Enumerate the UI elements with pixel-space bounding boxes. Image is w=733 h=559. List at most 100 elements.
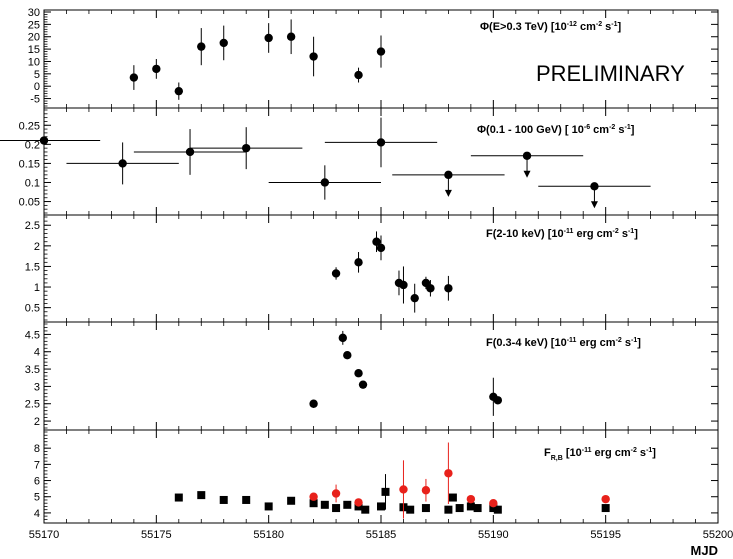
- y-tick-label: 15: [28, 44, 40, 56]
- series-1: [331, 231, 453, 313]
- panel-3: 0.5 1 1.5 2 2.5 F(2-10 keV) [10-11 erg cm-2 s…: [25, 214, 719, 323]
- data-point: [219, 38, 228, 48]
- series-2: [309, 442, 610, 519]
- panel-4: 2 2.5 3 3.5 4 4.5 F(0.3-4 keV) [10-11 erg cm-2…: [25, 321, 719, 431]
- y-tick-label: 3: [34, 381, 40, 393]
- panel-label-part: erg cm: [576, 337, 615, 349]
- data-point: [39, 136, 49, 145]
- panel-label-part: erg cm: [573, 228, 612, 240]
- x-tick-label: 55175: [141, 529, 172, 541]
- data-point-square: [332, 504, 341, 513]
- series-1: [174, 474, 610, 514]
- panel-label-part: -2: [616, 337, 622, 344]
- panel-label: F(2-10 keV) [10-11 erg cm-2 s-1]: [486, 228, 638, 240]
- data-point-square: [361, 505, 370, 514]
- panel-label-part: s: [637, 447, 646, 459]
- y-tick-label: 1: [34, 282, 40, 294]
- data-point: [197, 42, 206, 51]
- data-point: [466, 494, 476, 504]
- data-point: [354, 258, 363, 267]
- x-tick-label: 55195: [590, 529, 621, 541]
- y-tick-label: 6: [34, 476, 40, 488]
- y-tick-label: 0.05: [19, 197, 40, 209]
- data-point: [354, 70, 363, 80]
- data-point-square: [406, 505, 415, 514]
- data-point: [376, 243, 386, 253]
- y-tick-label: 4: [34, 347, 40, 359]
- y-tick-label: 0.1: [25, 177, 40, 189]
- panel-label-part: F: [544, 447, 551, 459]
- x-ticks: [43, 430, 719, 523]
- panel-label-part: -2: [631, 447, 637, 454]
- panel-label-part: -2: [609, 124, 615, 131]
- panel-label-part: -1: [611, 21, 617, 28]
- data-point: [444, 170, 453, 180]
- panel-label-part: -6: [584, 124, 590, 131]
- y-tick-label: 2.5: [25, 399, 40, 411]
- data-point: [522, 151, 532, 160]
- data-point: [444, 469, 453, 478]
- panel-label-part: ]: [631, 124, 635, 136]
- y-tick-label: 3.5: [25, 364, 40, 376]
- x-tick-label: 55170: [29, 529, 60, 541]
- data-point-square: [377, 502, 385, 511]
- y-tick-label: 2: [34, 241, 40, 253]
- y-tick-label: 0.2: [25, 139, 40, 151]
- x-ticks: [43, 10, 719, 108]
- y-axis: 4 5 6 7 8: [34, 431, 718, 520]
- y-tick-label: 8: [34, 443, 40, 455]
- data-point: [410, 293, 419, 303]
- panel-label-part: ]: [652, 447, 656, 459]
- data-point: [399, 280, 408, 290]
- panel-label-part: ]: [618, 21, 622, 33]
- data-point-square: [493, 505, 502, 514]
- y-tick-label: 5: [34, 69, 40, 81]
- data-point-square: [448, 493, 457, 502]
- panel-label-part: s: [615, 124, 624, 136]
- panel-label-part: -11: [582, 447, 592, 454]
- y-tick-label: 0.15: [19, 158, 40, 170]
- data-point-square: [455, 504, 464, 513]
- data-point: [152, 64, 161, 74]
- data-point: [372, 237, 381, 246]
- y-tick-label: 1.5: [25, 261, 40, 273]
- data-point: [331, 489, 341, 498]
- data-point: [185, 147, 195, 157]
- data-point: [309, 52, 318, 61]
- data-point-square: [473, 504, 482, 513]
- panel-label-part: F(2-10 keV) [10: [486, 228, 564, 240]
- y-tick-label: -5: [30, 94, 40, 106]
- x-axis-label: MJD: [691, 543, 718, 558]
- data-point: [331, 269, 341, 278]
- panel-label-part: -1: [631, 337, 637, 344]
- data-point-square: [489, 504, 498, 513]
- y-tick-label: 10: [28, 56, 40, 68]
- data-point: [242, 143, 251, 153]
- series-1: [0, 117, 651, 209]
- panel-label-part: -1: [646, 447, 652, 454]
- y-tick-label: 7: [34, 459, 40, 471]
- data-point: [129, 73, 139, 82]
- panel-label-part: ]: [634, 228, 638, 240]
- panel-2: 0.050.10.150.20.25 Φ(0.1 - 100 GeV) [ 10-…: [0, 107, 719, 216]
- data-point: [444, 284, 453, 293]
- data-point: [493, 396, 503, 405]
- data-point-square: [381, 487, 390, 496]
- data-point: [309, 492, 318, 501]
- data-point: [601, 494, 610, 504]
- panel-label-part: Φ(E>0.3 TeV) [10: [480, 21, 567, 33]
- x-ticks: [43, 215, 719, 322]
- data-point-square: [242, 495, 251, 504]
- y-tick-label: 0: [34, 81, 40, 93]
- panel-label-part: s: [622, 337, 631, 349]
- x-tick-label: 55180: [253, 529, 284, 541]
- panel-label-part: s: [619, 228, 628, 240]
- data-point: [309, 399, 318, 408]
- upper-limit-arrow-head: [444, 189, 452, 197]
- y-tick-label: 25: [28, 19, 40, 31]
- y-tick-label: 2.5: [25, 220, 40, 232]
- panel-label-part: cm: [577, 21, 596, 33]
- data-point: [590, 182, 599, 191]
